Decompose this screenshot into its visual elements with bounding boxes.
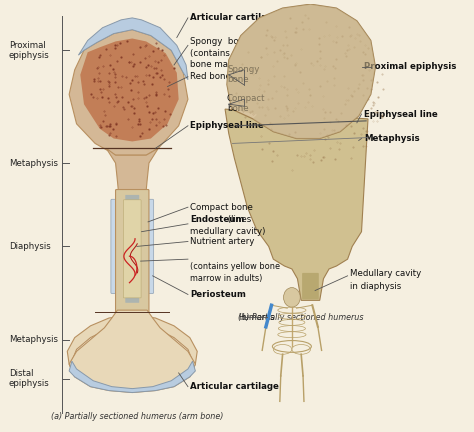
Text: Spongy  bone: Spongy bone: [190, 37, 249, 46]
Text: Spongy
bone: Spongy bone: [227, 65, 259, 85]
Text: Periosteum: Periosteum: [190, 290, 246, 299]
Text: Diaphysis: Diaphysis: [9, 242, 51, 251]
Text: (lines: (lines: [225, 216, 251, 224]
Polygon shape: [69, 361, 195, 393]
Ellipse shape: [283, 288, 300, 307]
FancyBboxPatch shape: [125, 195, 139, 303]
Polygon shape: [227, 4, 375, 139]
Text: Red bone marrow: Red bone marrow: [190, 72, 266, 81]
Text: Metaphysis: Metaphysis: [9, 335, 58, 344]
Text: (b) Partially sectioned humerus: (b) Partially sectioned humerus: [238, 314, 364, 323]
Polygon shape: [69, 310, 195, 393]
Text: in diaphysis: in diaphysis: [350, 282, 401, 291]
Text: Articular cartilage: Articular cartilage: [190, 13, 279, 22]
Polygon shape: [225, 109, 368, 300]
Text: Compact bone: Compact bone: [190, 203, 253, 212]
Text: Medullary cavity: Medullary cavity: [350, 270, 421, 278]
Text: Metaphysis: Metaphysis: [365, 134, 420, 143]
Text: Proximal
epiphysis: Proximal epiphysis: [9, 41, 50, 60]
Text: (a) Partially sectioned humerus (arm bone): (a) Partially sectioned humerus (arm bon…: [51, 412, 223, 421]
Polygon shape: [106, 148, 158, 191]
Text: Proximal epiphysis: Proximal epiphysis: [365, 63, 456, 71]
FancyBboxPatch shape: [116, 190, 149, 313]
Text: (contains red: (contains red: [190, 49, 246, 58]
Polygon shape: [78, 18, 188, 79]
Text: Metaphysis: Metaphysis: [9, 159, 58, 168]
Polygon shape: [80, 38, 179, 141]
Text: (contains yellow bone: (contains yellow bone: [190, 263, 280, 271]
Text: medullary cavity): medullary cavity): [190, 227, 265, 236]
Text: Compact
bone: Compact bone: [227, 93, 265, 113]
Text: Articular cartilage: Articular cartilage: [190, 382, 279, 391]
Text: marrow in adults): marrow in adults): [190, 274, 262, 283]
Polygon shape: [67, 315, 197, 377]
FancyBboxPatch shape: [302, 273, 319, 299]
Text: Epiphyseal line: Epiphyseal line: [190, 121, 264, 130]
Text: bone marrow): bone marrow): [190, 60, 250, 70]
Polygon shape: [227, 4, 375, 139]
Polygon shape: [69, 30, 188, 155]
Text: Humerus: Humerus: [238, 312, 274, 321]
FancyBboxPatch shape: [111, 199, 154, 293]
Text: Nutrient artery: Nutrient artery: [190, 237, 254, 246]
Text: Distal
epiphysis: Distal epiphysis: [9, 369, 50, 388]
Text: Epiphyseal line: Epiphyseal line: [365, 109, 438, 118]
Text: Endosteum: Endosteum: [190, 216, 244, 224]
FancyBboxPatch shape: [123, 200, 141, 298]
